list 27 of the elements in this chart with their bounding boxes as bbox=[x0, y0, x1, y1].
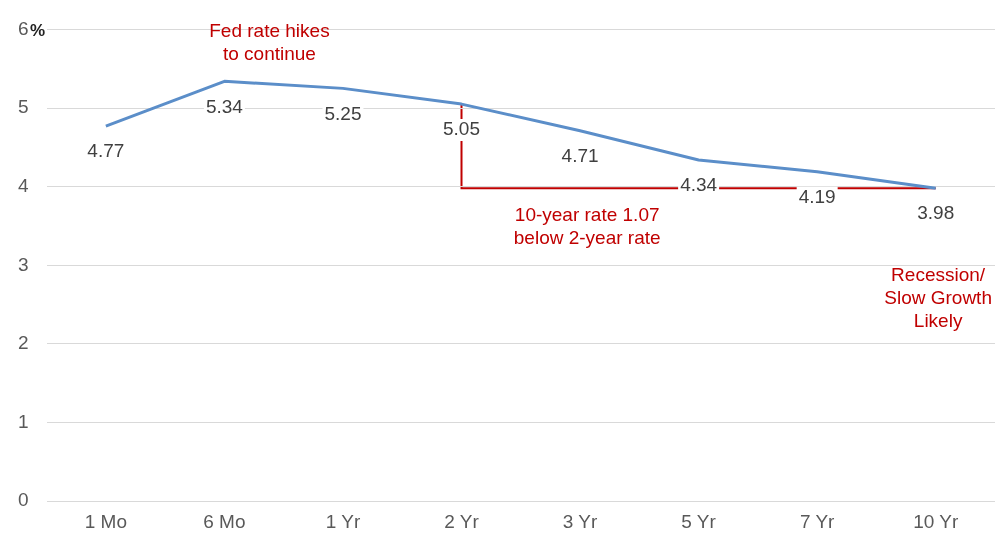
data-label: 4.19 bbox=[798, 185, 836, 207]
x-tick-label: 2 Yr bbox=[444, 510, 480, 532]
annotation: Fed rate hikes to continue bbox=[209, 20, 330, 65]
data-label: 4.34 bbox=[680, 174, 718, 196]
annotation: Recession/ Slow Growth Likely bbox=[884, 263, 992, 331]
data-label: 4.71 bbox=[561, 145, 599, 167]
y-tick-label: 4 bbox=[17, 174, 29, 196]
y-tick-label: 2 bbox=[17, 332, 29, 354]
annotation: 10-year rate 1.07 below 2-year rate bbox=[513, 204, 661, 249]
x-tick-label: 7 Yr bbox=[799, 510, 836, 532]
data-label: 4.77 bbox=[87, 140, 125, 162]
x-tick-label: 6 Mo bbox=[203, 510, 246, 532]
x-tick-label: 10 Yr bbox=[913, 510, 959, 532]
x-tick-label: 3 Yr bbox=[562, 510, 598, 532]
x-tick-label: 1 Yr bbox=[325, 510, 361, 532]
y-tick-label: 3 bbox=[17, 253, 29, 275]
data-label: 3.98 bbox=[917, 202, 955, 224]
y-tick-label: 0 bbox=[17, 489, 29, 511]
data-label: 5.05 bbox=[443, 118, 480, 140]
y-tick-label: 1 bbox=[17, 410, 29, 432]
x-tick-label: 1 Mo bbox=[84, 510, 127, 532]
x-tick-label: 5 Yr bbox=[681, 510, 717, 532]
y-tick-label: 6 bbox=[17, 17, 29, 39]
data-label: 5.34 bbox=[205, 95, 244, 117]
y-axis-title: % bbox=[30, 21, 46, 41]
y-tick-label: 5 bbox=[17, 96, 29, 118]
data-label: 5.25 bbox=[324, 102, 362, 124]
